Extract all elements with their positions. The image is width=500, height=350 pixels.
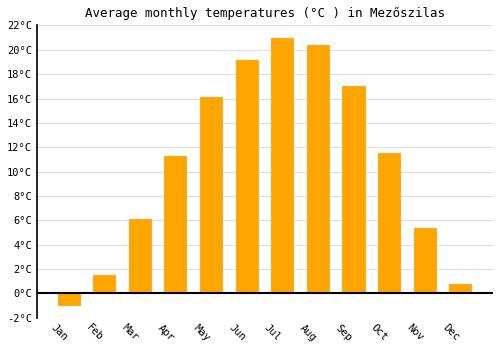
Bar bbox=[414, 228, 436, 294]
Bar bbox=[93, 275, 116, 294]
Bar bbox=[200, 97, 223, 294]
Title: Average monthly temperatures (°C ) in Mezőszilas: Average monthly temperatures (°C ) in Me… bbox=[85, 7, 445, 20]
Bar bbox=[58, 294, 80, 306]
Bar bbox=[271, 37, 294, 294]
Bar bbox=[307, 45, 330, 294]
Bar bbox=[378, 153, 401, 294]
Bar bbox=[449, 284, 472, 294]
Bar bbox=[164, 156, 188, 294]
Bar bbox=[236, 60, 258, 294]
Bar bbox=[128, 219, 152, 294]
Bar bbox=[342, 86, 365, 294]
